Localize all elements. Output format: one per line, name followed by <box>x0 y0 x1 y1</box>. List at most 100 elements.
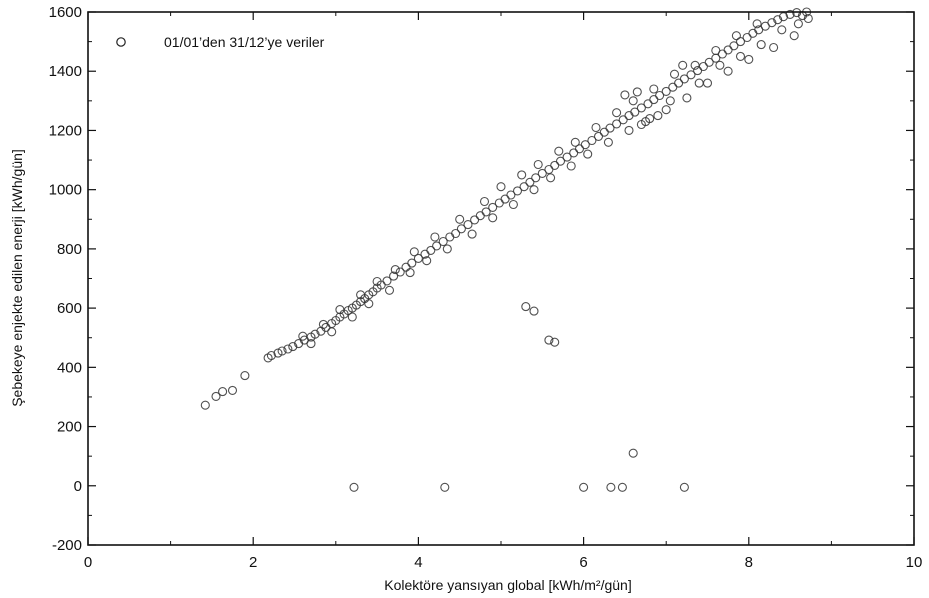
data-point <box>508 199 518 210</box>
data-point <box>603 137 613 147</box>
data-point <box>566 161 576 171</box>
data-point <box>533 159 543 170</box>
data-point <box>372 276 382 287</box>
data-point <box>405 268 415 278</box>
data-point <box>715 60 725 70</box>
data-point <box>555 156 566 166</box>
data-point <box>470 215 480 225</box>
data-point <box>674 78 684 88</box>
data-point <box>649 84 659 94</box>
data-point <box>211 391 221 401</box>
data-point <box>467 229 477 239</box>
data-point <box>593 131 604 141</box>
data-point <box>617 482 627 492</box>
data-point <box>349 482 359 492</box>
data-point <box>767 18 777 28</box>
data-point <box>283 344 293 354</box>
data-point <box>442 244 452 254</box>
y-tick-label: 800 <box>57 241 82 258</box>
y-tick-label: 200 <box>57 419 82 436</box>
y-tick-label: 1200 <box>49 122 82 139</box>
data-point <box>649 95 659 105</box>
data-point <box>591 122 601 133</box>
data-point <box>347 312 357 322</box>
data-point <box>580 140 590 150</box>
data-point <box>630 107 640 117</box>
data-point <box>744 54 754 64</box>
y-tick-label: -200 <box>52 537 82 554</box>
y-tick-label: 0 <box>74 478 82 495</box>
data-point <box>678 60 688 70</box>
data-point <box>570 137 580 147</box>
data-point <box>550 160 560 170</box>
data-point <box>723 45 733 55</box>
x-tick-label: 8 <box>745 554 753 571</box>
data-point <box>455 214 465 224</box>
data-point <box>789 31 799 41</box>
data-point <box>494 198 504 208</box>
data-point <box>702 78 713 88</box>
data-point <box>653 111 663 121</box>
data-point <box>364 299 374 309</box>
data-point <box>438 236 448 247</box>
data-points <box>200 7 813 492</box>
data-point <box>426 245 436 255</box>
data-point <box>227 385 238 395</box>
data-point <box>769 42 779 53</box>
legend: 01/01’den 31/12’ye veriler <box>116 34 325 50</box>
data-point <box>390 265 400 275</box>
data-point <box>481 207 491 217</box>
data-point <box>544 164 554 175</box>
y-tick-label: 600 <box>57 300 82 317</box>
data-point <box>742 32 752 43</box>
data-point <box>704 57 714 67</box>
data-point <box>506 190 516 200</box>
data-point <box>636 103 646 113</box>
data-point <box>445 232 455 242</box>
data-point <box>432 241 442 251</box>
data-point <box>218 387 228 397</box>
data-point <box>382 276 392 286</box>
data-point <box>612 119 622 129</box>
data-point <box>777 25 787 35</box>
data-point <box>546 173 556 183</box>
data-point <box>384 285 395 295</box>
data-point <box>605 123 615 133</box>
data-point <box>496 182 506 192</box>
x-tick-label: 10 <box>906 554 923 571</box>
data-point <box>562 152 572 162</box>
data-point <box>579 482 589 492</box>
data-point <box>306 339 316 349</box>
plot-frame <box>87 11 915 546</box>
data-point <box>512 186 523 196</box>
data-point <box>463 220 473 230</box>
data-point <box>748 28 758 38</box>
data-point <box>200 400 210 410</box>
data-point <box>756 40 766 50</box>
data-point <box>711 45 721 56</box>
x-ticks: 0 2 4 6 8 10 <box>84 12 923 571</box>
data-point <box>785 9 795 19</box>
data-point <box>686 70 696 80</box>
data-point <box>735 51 746 61</box>
data-point <box>587 135 597 146</box>
data-point <box>793 19 803 29</box>
data-point <box>422 256 432 266</box>
x-axis-label: Kolektöre yansıyan global [kWh/m²/gün] <box>384 577 631 593</box>
data-point <box>356 290 366 300</box>
data-point <box>550 337 560 347</box>
data-point <box>679 74 689 84</box>
data-point <box>803 13 813 24</box>
x-tick-label: 4 <box>414 554 422 571</box>
data-point <box>661 86 671 96</box>
data-point <box>624 125 634 135</box>
data-point <box>409 247 419 257</box>
data-point <box>479 196 490 207</box>
data-point <box>655 90 665 101</box>
y-ticks: -200 0 200 400 600 800 1000 1200 1400 1600 <box>49 4 914 554</box>
x-tick-label: 0 <box>84 554 92 571</box>
data-point <box>298 331 308 341</box>
data-point <box>773 15 783 25</box>
data-point <box>500 194 510 204</box>
data-point <box>643 99 653 109</box>
